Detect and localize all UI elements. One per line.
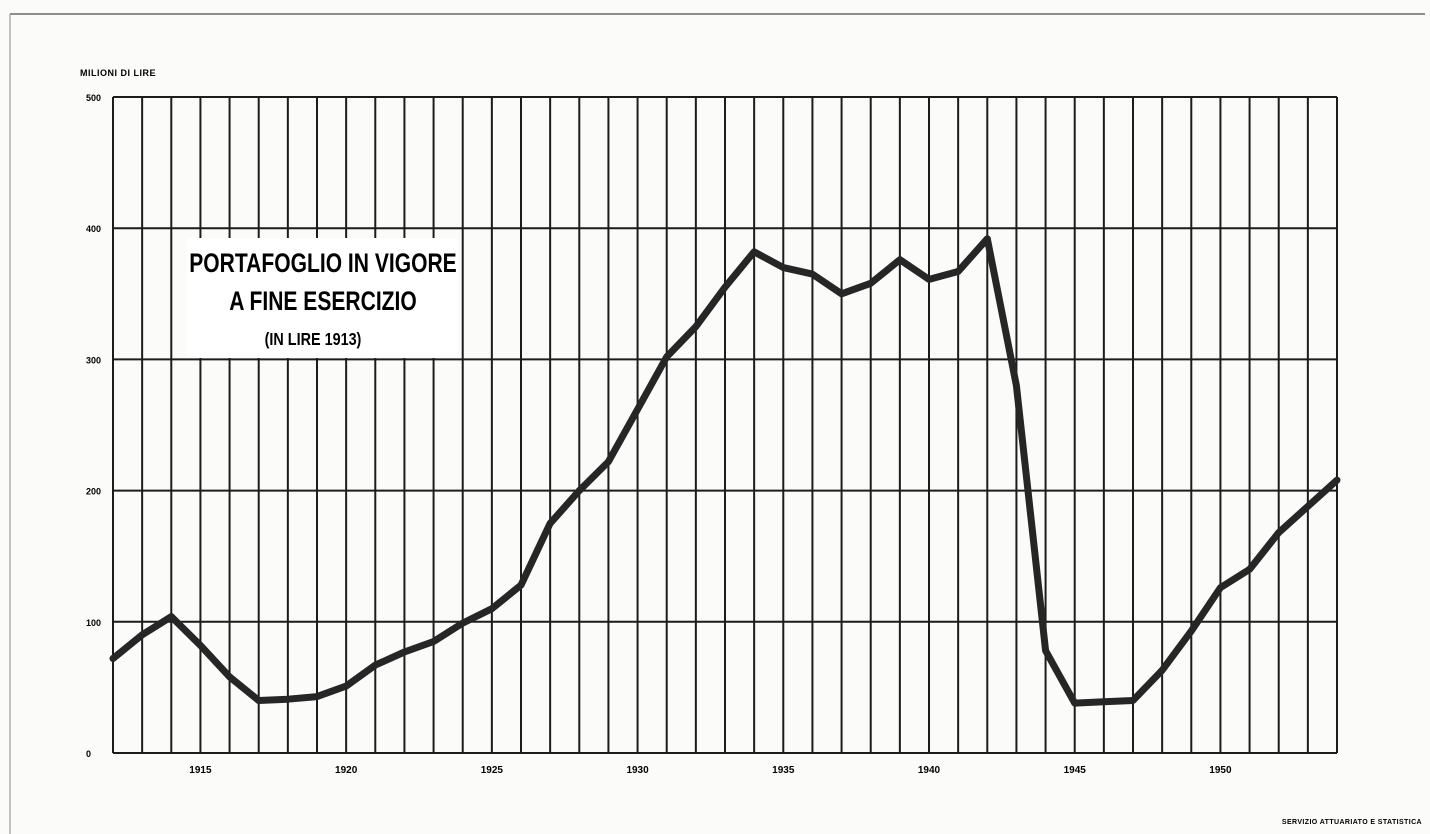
data-point bbox=[956, 269, 960, 273]
data-point bbox=[898, 258, 902, 262]
x-tick-label: 1925 bbox=[481, 765, 504, 776]
x-tick-label: 1945 bbox=[1064, 765, 1087, 776]
data-point bbox=[548, 521, 552, 525]
data-point bbox=[315, 695, 319, 699]
data-point bbox=[402, 650, 406, 654]
x-tick-label: 1915 bbox=[189, 765, 212, 776]
x-tick-label: 1920 bbox=[335, 765, 358, 776]
data-point bbox=[665, 355, 669, 359]
data-point bbox=[1306, 504, 1310, 508]
data-point bbox=[1335, 478, 1339, 482]
chart-subtitle: (IN LIRE 1913) bbox=[265, 330, 362, 350]
data-point bbox=[490, 607, 494, 611]
data-point bbox=[636, 407, 640, 411]
data-point bbox=[752, 250, 756, 254]
footer-credit: SERVIZIO ATTUARIATO E STATISTICA bbox=[1282, 819, 1422, 826]
title-box bbox=[187, 238, 457, 358]
data-point bbox=[257, 699, 261, 703]
data-point bbox=[1160, 668, 1164, 672]
grid bbox=[112, 96, 1338, 754]
data-point bbox=[432, 639, 436, 643]
data-point bbox=[1044, 649, 1048, 653]
y-tick-label: 500 bbox=[86, 93, 101, 103]
data-point bbox=[840, 292, 844, 296]
data-point bbox=[1248, 567, 1252, 571]
data-point bbox=[810, 272, 814, 276]
x-tick-label: 1940 bbox=[918, 765, 941, 776]
data-point bbox=[1218, 586, 1222, 590]
data-point bbox=[1277, 531, 1281, 535]
data-point bbox=[140, 633, 144, 637]
y-tick-label: 200 bbox=[86, 487, 101, 497]
data-point bbox=[111, 657, 115, 661]
data-point bbox=[286, 697, 290, 701]
data-point bbox=[869, 281, 873, 285]
y-tick-label: 0 bbox=[86, 749, 91, 759]
y-tick-label: 300 bbox=[86, 355, 101, 365]
y-tick-label: 400 bbox=[86, 224, 101, 234]
data-point bbox=[1073, 701, 1077, 705]
data-point bbox=[461, 621, 465, 625]
data-point bbox=[781, 266, 785, 270]
data-point bbox=[169, 615, 173, 619]
data-point bbox=[985, 237, 989, 241]
y-axis-label: MILIONI DI LIRE bbox=[80, 68, 156, 78]
data-point bbox=[927, 277, 931, 281]
data-point bbox=[1131, 699, 1135, 703]
y-axis-ticks: 0 100 200 300 400 500 bbox=[86, 93, 101, 759]
data-point bbox=[1189, 629, 1193, 633]
x-tick-label: 1930 bbox=[626, 765, 649, 776]
data-point bbox=[577, 489, 581, 493]
data-point bbox=[1014, 384, 1018, 388]
data-point bbox=[373, 663, 377, 667]
data-point bbox=[344, 684, 348, 688]
chart-title-line-2: A FINE ESERCIZIO bbox=[229, 287, 417, 317]
data-point bbox=[228, 675, 232, 679]
y-tick-label: 100 bbox=[86, 618, 101, 628]
x-axis-ticks: 1915 1920 1925 1930 1935 1940 1945 1950 bbox=[189, 765, 1232, 776]
data-point bbox=[1102, 700, 1106, 704]
data-point bbox=[694, 325, 698, 329]
data-point bbox=[519, 583, 523, 587]
data-point bbox=[723, 285, 727, 289]
data-point bbox=[606, 460, 610, 464]
data-point bbox=[198, 643, 202, 647]
chart-title-line-1: PORTAFOGLIO IN VIGORE bbox=[189, 249, 456, 279]
x-tick-label: 1950 bbox=[1209, 765, 1232, 776]
series-layer bbox=[109, 235, 1341, 707]
x-tick-label: 1935 bbox=[772, 765, 795, 776]
